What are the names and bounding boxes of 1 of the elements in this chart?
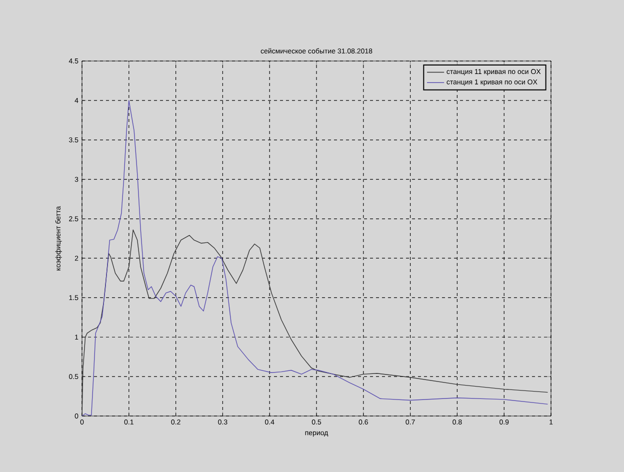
line-series	[82, 100, 548, 416]
